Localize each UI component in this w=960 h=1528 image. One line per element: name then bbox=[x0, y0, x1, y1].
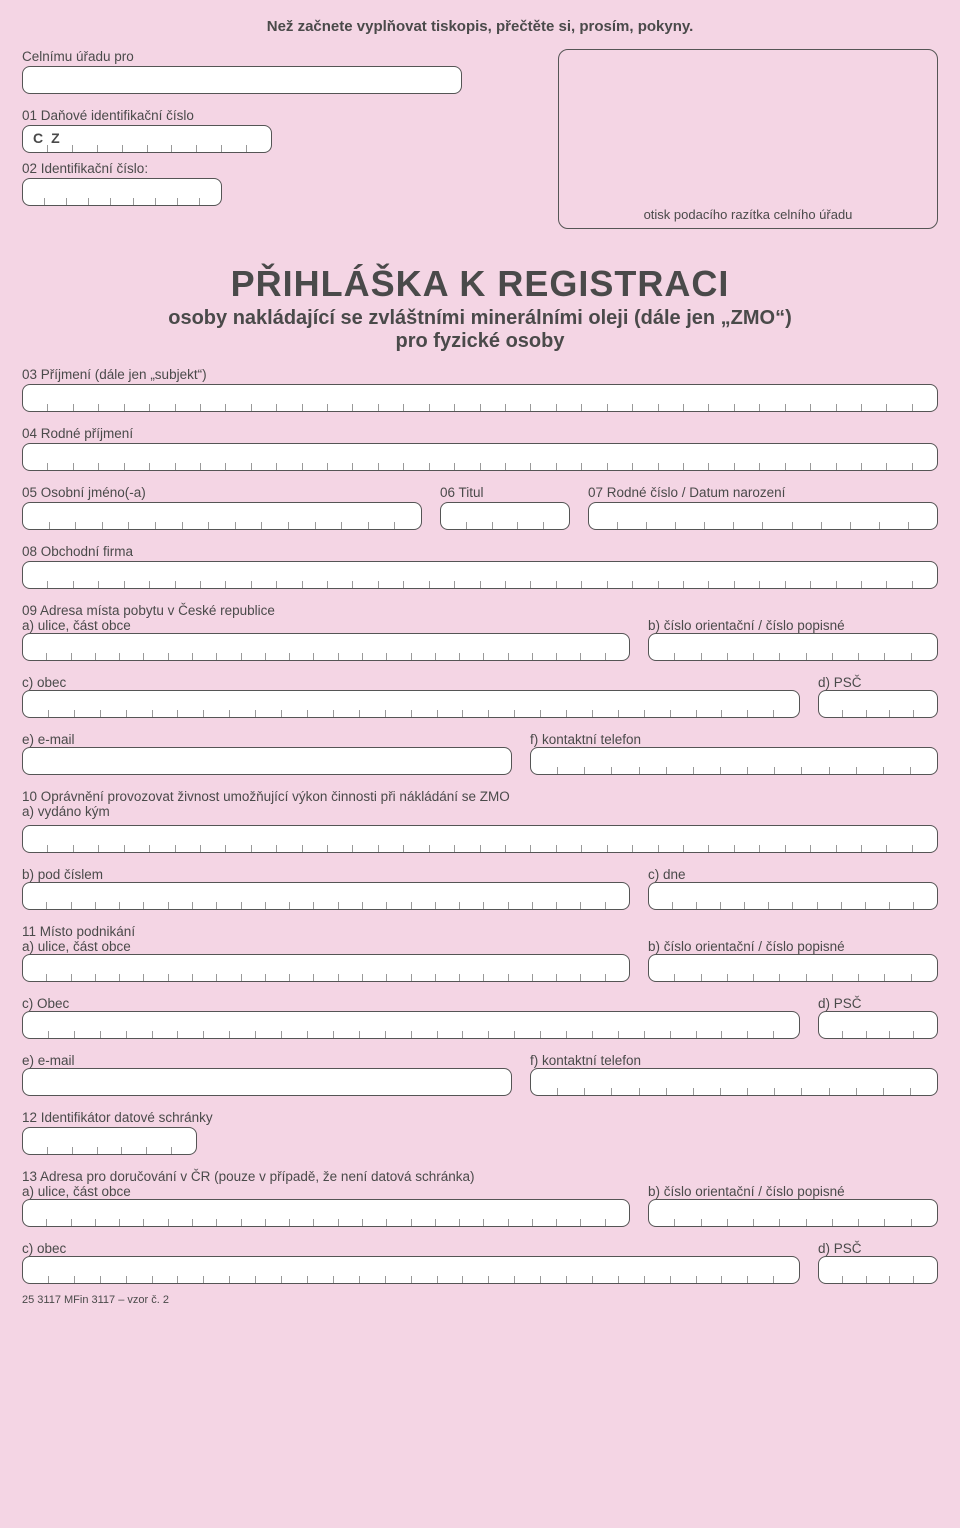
ticks bbox=[23, 902, 629, 909]
ticks bbox=[23, 463, 937, 470]
label-06: 06 Titul bbox=[440, 485, 570, 500]
label-11c: c) Obec bbox=[22, 996, 800, 1011]
ticks bbox=[649, 1219, 937, 1226]
label-11f: f) kontaktní telefon bbox=[530, 1053, 938, 1068]
ticks bbox=[819, 1031, 937, 1038]
label-10a: a) vydáno kým bbox=[22, 804, 938, 819]
label-09f: f) kontaktní telefon bbox=[530, 732, 938, 747]
label-11d: d) PSČ bbox=[818, 996, 938, 1011]
label-07: 07 Rodné číslo / Datum narození bbox=[588, 485, 938, 500]
ticks bbox=[649, 653, 937, 660]
label-11e: e) e-mail bbox=[22, 1053, 512, 1068]
field-11d[interactable] bbox=[818, 1011, 938, 1039]
label-13: 13 Adresa pro doručování v ČR (pouze v p… bbox=[22, 1169, 630, 1184]
field-09b[interactable] bbox=[648, 633, 938, 661]
title-sub1: osoby nakládající se zvláštními mineráln… bbox=[22, 307, 938, 330]
label-11: 11 Místo podnikání bbox=[22, 924, 630, 939]
footer-code: 25 3117 MFin 3117 – vzor č. 2 bbox=[22, 1294, 938, 1306]
field-13b[interactable] bbox=[648, 1199, 938, 1227]
label-13b: b) číslo orientační / číslo popisné bbox=[648, 1184, 938, 1199]
field-11a[interactable] bbox=[22, 954, 630, 982]
ticks bbox=[23, 1276, 799, 1283]
field-09c[interactable] bbox=[22, 690, 800, 718]
ticks bbox=[589, 522, 937, 529]
ticks bbox=[23, 581, 937, 588]
field-10b[interactable] bbox=[22, 882, 630, 910]
field-04[interactable] bbox=[22, 443, 938, 471]
ticks bbox=[23, 1031, 799, 1038]
ticks bbox=[441, 522, 569, 529]
label-09d: d) PSČ bbox=[818, 675, 938, 690]
field-celni[interactable] bbox=[22, 66, 462, 94]
label-13a: a) ulice, část obce bbox=[22, 1184, 630, 1199]
label-09e: e) e-mail bbox=[22, 732, 512, 747]
field-06[interactable] bbox=[440, 502, 570, 530]
ticks bbox=[819, 1276, 937, 1283]
ticks bbox=[531, 1088, 937, 1095]
label-celni: Celnímu úřadu pro bbox=[22, 49, 540, 64]
ticks bbox=[23, 522, 421, 529]
ticks bbox=[23, 845, 937, 852]
label-03: 03 Příjmení (dále jen „subjekt“) bbox=[22, 367, 938, 382]
ticks bbox=[23, 198, 221, 205]
field-02[interactable] bbox=[22, 178, 222, 206]
ticks bbox=[531, 767, 937, 774]
ticks bbox=[23, 974, 629, 981]
field-11f[interactable] bbox=[530, 1068, 938, 1096]
title-sub2: pro fyzické osoby bbox=[22, 330, 938, 353]
label-10c: c) dne bbox=[648, 867, 938, 882]
ticks bbox=[649, 902, 937, 909]
field-09d[interactable] bbox=[818, 690, 938, 718]
label-01: 01 Daňové identifikační číslo bbox=[22, 108, 540, 123]
ticks bbox=[23, 404, 937, 411]
field-03[interactable] bbox=[22, 384, 938, 412]
ticks bbox=[649, 974, 937, 981]
label-11b: b) číslo orientační / číslo popisné bbox=[648, 939, 938, 954]
ticks bbox=[819, 710, 937, 717]
label-09c: c) obec bbox=[22, 675, 800, 690]
field-05[interactable] bbox=[22, 502, 422, 530]
field-09a[interactable] bbox=[22, 633, 630, 661]
label-10: 10 Oprávnění provozovat živnost umožňují… bbox=[22, 789, 938, 804]
field-09e[interactable] bbox=[22, 747, 512, 775]
label-04: 04 Rodné příjmení bbox=[22, 426, 938, 441]
field-09f[interactable] bbox=[530, 747, 938, 775]
field-07[interactable] bbox=[588, 502, 938, 530]
label-05: 05 Osobní jméno(-a) bbox=[22, 485, 422, 500]
ticks bbox=[23, 1219, 629, 1226]
ticks bbox=[23, 1147, 196, 1154]
field-01[interactable]: CZ bbox=[22, 125, 272, 153]
label-10b: b) pod číslem bbox=[22, 867, 630, 882]
field-13c[interactable] bbox=[22, 1256, 800, 1284]
label-09: 09 Adresa místa pobytu v České republice bbox=[22, 603, 630, 618]
field-01-prefix: CZ bbox=[33, 130, 68, 146]
document-title: PŘIHLÁŠKA K REGISTRACI osoby nakládající… bbox=[22, 263, 938, 353]
label-13d: d) PSČ bbox=[818, 1241, 938, 1256]
ticks bbox=[23, 710, 799, 717]
field-11e[interactable] bbox=[22, 1068, 512, 1096]
field-13d[interactable] bbox=[818, 1256, 938, 1284]
field-11b[interactable] bbox=[648, 954, 938, 982]
label-08: 08 Obchodní firma bbox=[22, 544, 938, 559]
field-11c[interactable] bbox=[22, 1011, 800, 1039]
ticks bbox=[23, 145, 271, 152]
label-09b: b) číslo orientační / číslo popisné bbox=[648, 618, 938, 633]
label-13c: c) obec bbox=[22, 1241, 800, 1256]
label-02: 02 Identifikační číslo: bbox=[22, 161, 540, 176]
stamp-caption: otisk podacího razítka celního úřadu bbox=[559, 207, 937, 222]
instruction-heading: Než začnete vyplňovat tiskopis, přečtěte… bbox=[22, 18, 938, 35]
label-11a: a) ulice, část obce bbox=[22, 939, 630, 954]
title-main: PŘIHLÁŠKA K REGISTRACI bbox=[22, 263, 938, 305]
stamp-box: otisk podacího razítka celního úřadu bbox=[558, 49, 938, 229]
field-12[interactable] bbox=[22, 1127, 197, 1155]
field-10a[interactable] bbox=[22, 825, 938, 853]
label-09a: a) ulice, část obce bbox=[22, 618, 630, 633]
field-13a[interactable] bbox=[22, 1199, 630, 1227]
field-10c[interactable] bbox=[648, 882, 938, 910]
field-08[interactable] bbox=[22, 561, 938, 589]
ticks bbox=[23, 653, 629, 660]
label-12: 12 Identifikátor datové schránky bbox=[22, 1110, 938, 1125]
